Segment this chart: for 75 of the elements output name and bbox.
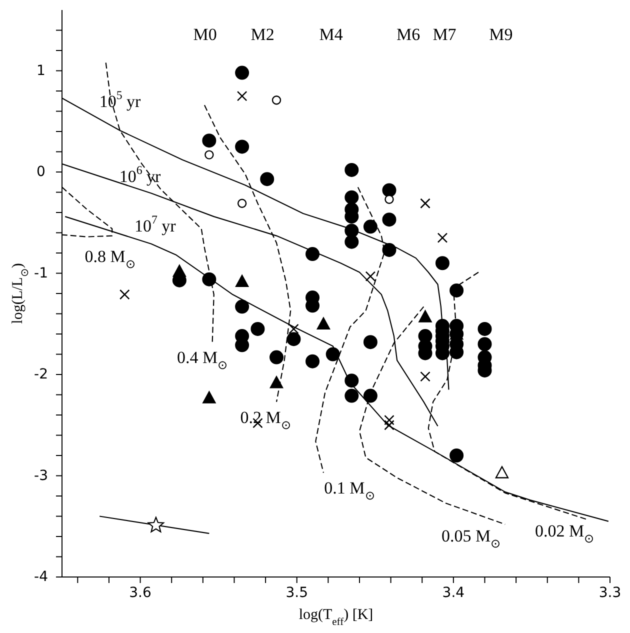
series-label: 0.2 M$_{⊙}$: [240, 408, 291, 432]
point: [326, 347, 340, 362]
point: [344, 374, 359, 388]
point: [316, 317, 330, 330]
annotation: M6: [396, 25, 420, 44]
point: [344, 224, 359, 238]
series-label: 0.05 M$_{⊙}$: [442, 526, 501, 550]
annotation: M9: [489, 25, 513, 44]
point: [382, 242, 396, 257]
point: [344, 388, 359, 403]
point: [344, 162, 359, 177]
series-label: 10$^{6}$ yr: [119, 162, 162, 186]
point: [344, 190, 359, 204]
point: [202, 134, 216, 148]
point: [435, 256, 450, 270]
x-tick-label: 3.3: [598, 584, 622, 601]
point: [202, 391, 216, 404]
series-label: 0.02 M$_{⊙}$: [534, 521, 594, 546]
y-tick-label: -3: [34, 468, 48, 484]
y-tick-label: -1: [34, 265, 48, 282]
point: [202, 272, 216, 286]
series-label: 0.8 M$_{⊙}$: [84, 247, 136, 271]
y-tick-label: -4: [34, 569, 48, 585]
y-tick-label: -2: [34, 366, 48, 382]
point: [204, 150, 214, 160]
point: [236, 90, 248, 102]
point: [495, 466, 509, 478]
point: [478, 322, 492, 336]
y-tick-label: 0: [36, 164, 46, 180]
point: [272, 96, 282, 105]
point: [288, 324, 299, 334]
x-tick-label: 3.4: [442, 584, 465, 601]
point: [363, 335, 378, 350]
point: [235, 274, 249, 287]
point: [437, 232, 448, 243]
point: [235, 140, 250, 154]
series-label: 10$^{7}$ yr: [134, 212, 176, 236]
y-tick-label: 1: [36, 62, 46, 79]
annotation: M4: [319, 25, 344, 44]
point: [450, 448, 464, 462]
point: [420, 371, 430, 382]
point: [363, 388, 378, 403]
annotation: M0: [193, 25, 217, 44]
point: [235, 300, 250, 314]
annotation: M2: [250, 25, 274, 44]
point: [365, 271, 376, 282]
point: [250, 322, 265, 336]
x-tick-label: 3.6: [129, 584, 152, 601]
point: [344, 234, 359, 249]
point: [382, 212, 396, 227]
series-label: 10$^{5}$ yr: [99, 88, 142, 111]
point: [270, 350, 284, 364]
point: [260, 172, 274, 186]
point: [306, 247, 320, 262]
series-label: 0.1 M$_{⊙}$: [324, 478, 375, 502]
point: [148, 516, 164, 532]
point: [306, 354, 320, 368]
point: [384, 420, 394, 430]
point: [418, 310, 432, 322]
point: [382, 183, 396, 198]
point: [270, 376, 284, 388]
series-label: 0.4 M$_{⊙}$: [176, 348, 228, 372]
point: [235, 66, 250, 80]
point: [363, 220, 378, 234]
point: [119, 289, 130, 300]
annotation: M7: [432, 25, 457, 44]
x-axis-title: log(T$_{eff}$) [K]: [298, 607, 374, 628]
point: [172, 264, 186, 277]
point: [237, 198, 247, 208]
point: [286, 332, 301, 346]
x-tick-label: 3.5: [286, 584, 308, 601]
point: [450, 283, 464, 298]
point: [420, 198, 430, 209]
point: [384, 414, 394, 426]
point: [478, 337, 492, 352]
